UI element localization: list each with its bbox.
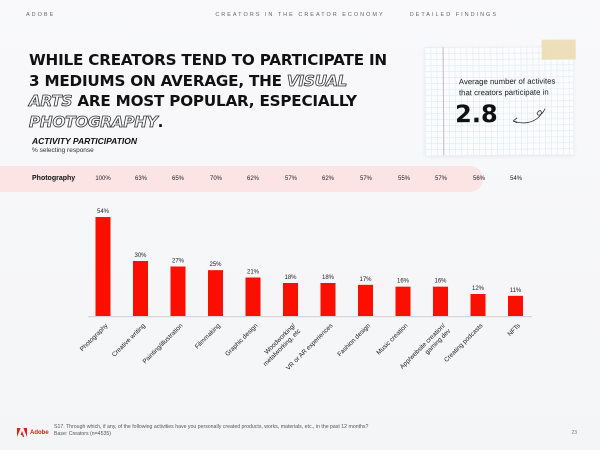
curly-arrow-icon (512, 108, 546, 124)
category-label: Creating podcasts (443, 322, 484, 363)
chart-title: ACTIVITY PARTICIPATION (32, 136, 137, 146)
category-label-line: Creating podcasts (443, 322, 484, 363)
headline-part-2: ARE MOST POPULAR, ESPECIALLY (72, 92, 357, 110)
average-callout-card: Average number of activites that creator… (424, 39, 576, 156)
bar-chart: 54% Photography 30% Creative writing 27% Pain… (79, 209, 532, 372)
bar-data-label: 12% (472, 286, 485, 292)
photography-row-cell: 62% (321, 176, 334, 182)
bar (283, 283, 298, 316)
bar-data-label: 18% (284, 275, 297, 281)
adobe-logo-icon (17, 428, 27, 437)
report-title: CREATORS IN THE CREATOR ECONOMY (215, 12, 385, 18)
category-label-line: Fashion design (336, 322, 372, 358)
photography-row-cell: 57% (434, 176, 447, 182)
chart-subtitle: % selecting response (32, 147, 94, 154)
bar (508, 295, 523, 316)
category-label: Creative writing (111, 322, 147, 358)
adobe-logo: Adobe (17, 428, 49, 437)
photography-row: Photography 100% 63% 65% 70% 62% 57% 62%… (0, 166, 522, 192)
category-label: NFTs (506, 322, 522, 338)
category-label-line: Music creation (375, 322, 409, 356)
category-label-line: Creative writing (111, 322, 147, 358)
headline-part-3: . (157, 112, 164, 131)
bar (133, 261, 148, 316)
category-label: Graphic design (224, 322, 260, 358)
category-label-line: Painting/illustration (142, 322, 185, 365)
bar-data-label: 54% (97, 209, 110, 215)
bar (170, 266, 186, 316)
category-label-line: Filmmaking (194, 322, 222, 350)
section-label: DETAILED FINDINGS (409, 12, 498, 18)
bar-data-label: 30% (134, 253, 147, 259)
bar (245, 277, 261, 316)
footnote-question: S17. Through which, if any, of the follo… (54, 424, 369, 430)
photography-row-cell: 57% (359, 176, 372, 182)
headline-highlight-visual-arts: VISUAL ARTS (29, 71, 348, 110)
footer: Adobe S17. Through which, if any, of the… (0, 420, 600, 446)
category-label: App/website creation/gaming dev (399, 322, 453, 370)
bar (433, 286, 448, 316)
photography-row-cell: 54% (509, 176, 522, 182)
headline: WHILE CREATORS TEND TO PARTICIPATE IN 3 … (29, 50, 389, 132)
bar-data-label: 17% (359, 277, 372, 283)
category-label-line: Photography (79, 322, 110, 353)
bar-data-label: 11% (510, 288, 522, 294)
photography-row-label: Photography (32, 175, 76, 182)
bar-data-label: 16% (434, 279, 447, 285)
bar (320, 283, 336, 316)
bar (470, 294, 486, 316)
bar (95, 217, 111, 316)
bar-data-label: 21% (247, 270, 260, 276)
photography-row-cell: 70% (209, 176, 222, 182)
category-label: Music creation (375, 322, 409, 356)
footnote: S17. Through which, if any, of the follo… (54, 424, 368, 438)
photography-row-cell: 56% (472, 176, 485, 182)
bar (395, 286, 411, 316)
footnote-base: Base: Creators (n=4535) (54, 431, 111, 437)
photography-row-cell: 100% (95, 176, 111, 182)
category-label-line: Graphic design (224, 322, 260, 358)
category-label: Painting/illustration (142, 322, 185, 365)
photography-row-cell: 62% (246, 176, 259, 182)
photography-row-cell: 63% (134, 176, 147, 182)
photography-row-cell: 57% (284, 176, 297, 182)
bar-data-label: 27% (172, 259, 185, 265)
category-label-line: NFTs (506, 322, 522, 338)
top-bar: ADOBE CREATORS IN THE CREATOR ECONOMY DE… (0, 12, 600, 24)
headline-highlight-photography: PHOTOGRAPHY (29, 112, 159, 131)
headline-part-1: WHILE CREATORS TEND TO PARTICIPATE IN 3 … (29, 51, 387, 90)
bar-data-label: 16% (397, 279, 410, 285)
bar (358, 284, 373, 316)
bar (208, 270, 223, 316)
brand-label: ADOBE (26, 12, 56, 18)
category-label: Photography (79, 322, 110, 353)
bar-data-label: 18% (322, 275, 335, 281)
adobe-wordmark: Adobe (30, 429, 49, 436)
photography-row-cell: 65% (171, 176, 184, 182)
bar-data-label: 25% (209, 262, 222, 268)
page-number: 23 (571, 430, 577, 436)
category-label: Fashion design (336, 322, 372, 358)
photography-row-cell: 55% (397, 176, 410, 182)
category-label: Filmmaking (194, 322, 222, 350)
